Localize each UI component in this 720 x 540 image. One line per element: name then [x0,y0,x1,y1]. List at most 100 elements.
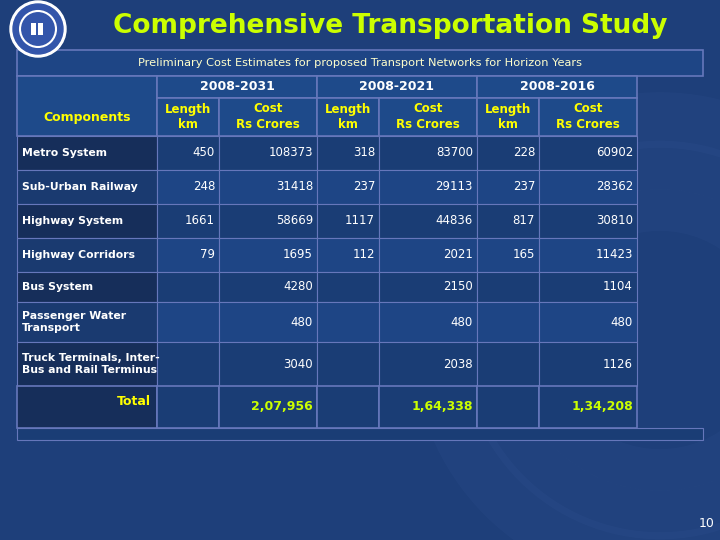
Text: 1117: 1117 [345,214,375,227]
Circle shape [10,1,66,57]
Bar [317,98,379,136]
Text: 1,64,338: 1,64,338 [412,401,473,414]
Text: 2008-2031: 2008-2031 [199,80,274,93]
Text: 228: 228 [513,146,535,159]
Text: 165: 165 [513,248,535,261]
Bar [157,204,219,238]
Bar [157,342,219,386]
Bar [219,98,317,136]
Bar [477,98,539,136]
Text: Sub-Urban Railway: Sub-Urban Railway [22,182,138,192]
Text: Bus System: Bus System [22,282,93,292]
Bar [317,238,379,272]
Text: Highway System: Highway System [22,216,123,226]
Text: 248: 248 [193,180,215,193]
Bar [379,302,477,342]
Bar [219,386,317,428]
Text: 1,34,208: 1,34,208 [571,401,633,414]
Text: Cost
Rs Crores: Cost Rs Crores [396,103,460,132]
Text: 2008-2016: 2008-2016 [520,80,595,93]
Bar [539,136,637,170]
Text: Total: Total [117,395,151,408]
Bar [157,76,317,98]
Bar [317,76,477,98]
Text: 10: 10 [699,517,715,530]
Bar [317,302,379,342]
Bar [31,23,36,35]
Circle shape [13,4,63,54]
Text: 30810: 30810 [596,214,633,227]
Bar [477,272,539,302]
Bar [219,342,317,386]
Bar [157,302,219,342]
Bar [477,204,539,238]
Bar [379,272,477,302]
Text: Metro System: Metro System [22,148,107,158]
Bar [317,272,379,302]
Text: Length
km: Length km [325,103,371,132]
Text: 1104: 1104 [603,280,633,294]
Text: 31418: 31418 [276,180,313,193]
Bar [539,272,637,302]
Bar [157,136,219,170]
Bar [17,136,157,170]
Text: Length
km: Length km [165,103,211,132]
Bar [157,98,219,136]
Text: 2021: 2021 [443,248,473,261]
Text: 11423: 11423 [595,248,633,261]
Bar [17,170,157,204]
Bar [219,170,317,204]
Bar [219,302,317,342]
Bar [477,386,539,428]
Text: Comprehensive Transportation Study: Comprehensive Transportation Study [113,13,667,39]
Bar [219,204,317,238]
Text: Cost
Rs Crores: Cost Rs Crores [556,103,620,132]
Bar [379,238,477,272]
Text: 2,07,956: 2,07,956 [251,401,313,414]
Text: 44836: 44836 [436,214,473,227]
Bar [477,342,539,386]
Bar [379,386,477,428]
Bar [17,428,703,440]
Bar [17,204,157,238]
Bar [379,342,477,386]
Bar [477,238,539,272]
Text: Length
km: Length km [485,103,531,132]
Text: 2008-2021: 2008-2021 [359,80,434,93]
Bar [157,170,219,204]
Text: 237: 237 [353,180,375,193]
Text: 58669: 58669 [276,214,313,227]
Bar [317,386,379,428]
Bar [477,170,539,204]
Text: Truck Terminals, Inter-
Bus and Rail Terminus: Truck Terminals, Inter- Bus and Rail Ter… [22,353,160,375]
Text: 480: 480 [611,315,633,328]
Text: 4280: 4280 [283,280,313,294]
Bar [539,238,637,272]
Text: Components: Components [43,111,131,124]
Bar [317,136,379,170]
Text: Cost
Rs Crores: Cost Rs Crores [236,103,300,132]
Bar [539,302,637,342]
Text: 112: 112 [353,248,375,261]
Text: Passenger Water
Transport: Passenger Water Transport [22,311,126,333]
Bar [379,136,477,170]
Bar [17,238,157,272]
Bar [219,272,317,302]
Text: 237: 237 [513,180,535,193]
Text: Preliminary Cost Estimates for proposed Transport Networks for Horizon Years: Preliminary Cost Estimates for proposed … [138,58,582,68]
Text: 83700: 83700 [436,146,473,159]
Bar [17,302,157,342]
Text: 28362: 28362 [595,180,633,193]
Bar [317,342,379,386]
Text: 79: 79 [200,248,215,261]
Text: 450: 450 [193,146,215,159]
Bar [157,272,219,302]
Text: 318: 318 [353,146,375,159]
Bar [157,386,219,428]
Text: 29113: 29113 [436,180,473,193]
Bar [17,342,157,386]
Bar [539,342,637,386]
Bar [38,23,43,35]
Bar [219,238,317,272]
Bar [17,386,157,428]
